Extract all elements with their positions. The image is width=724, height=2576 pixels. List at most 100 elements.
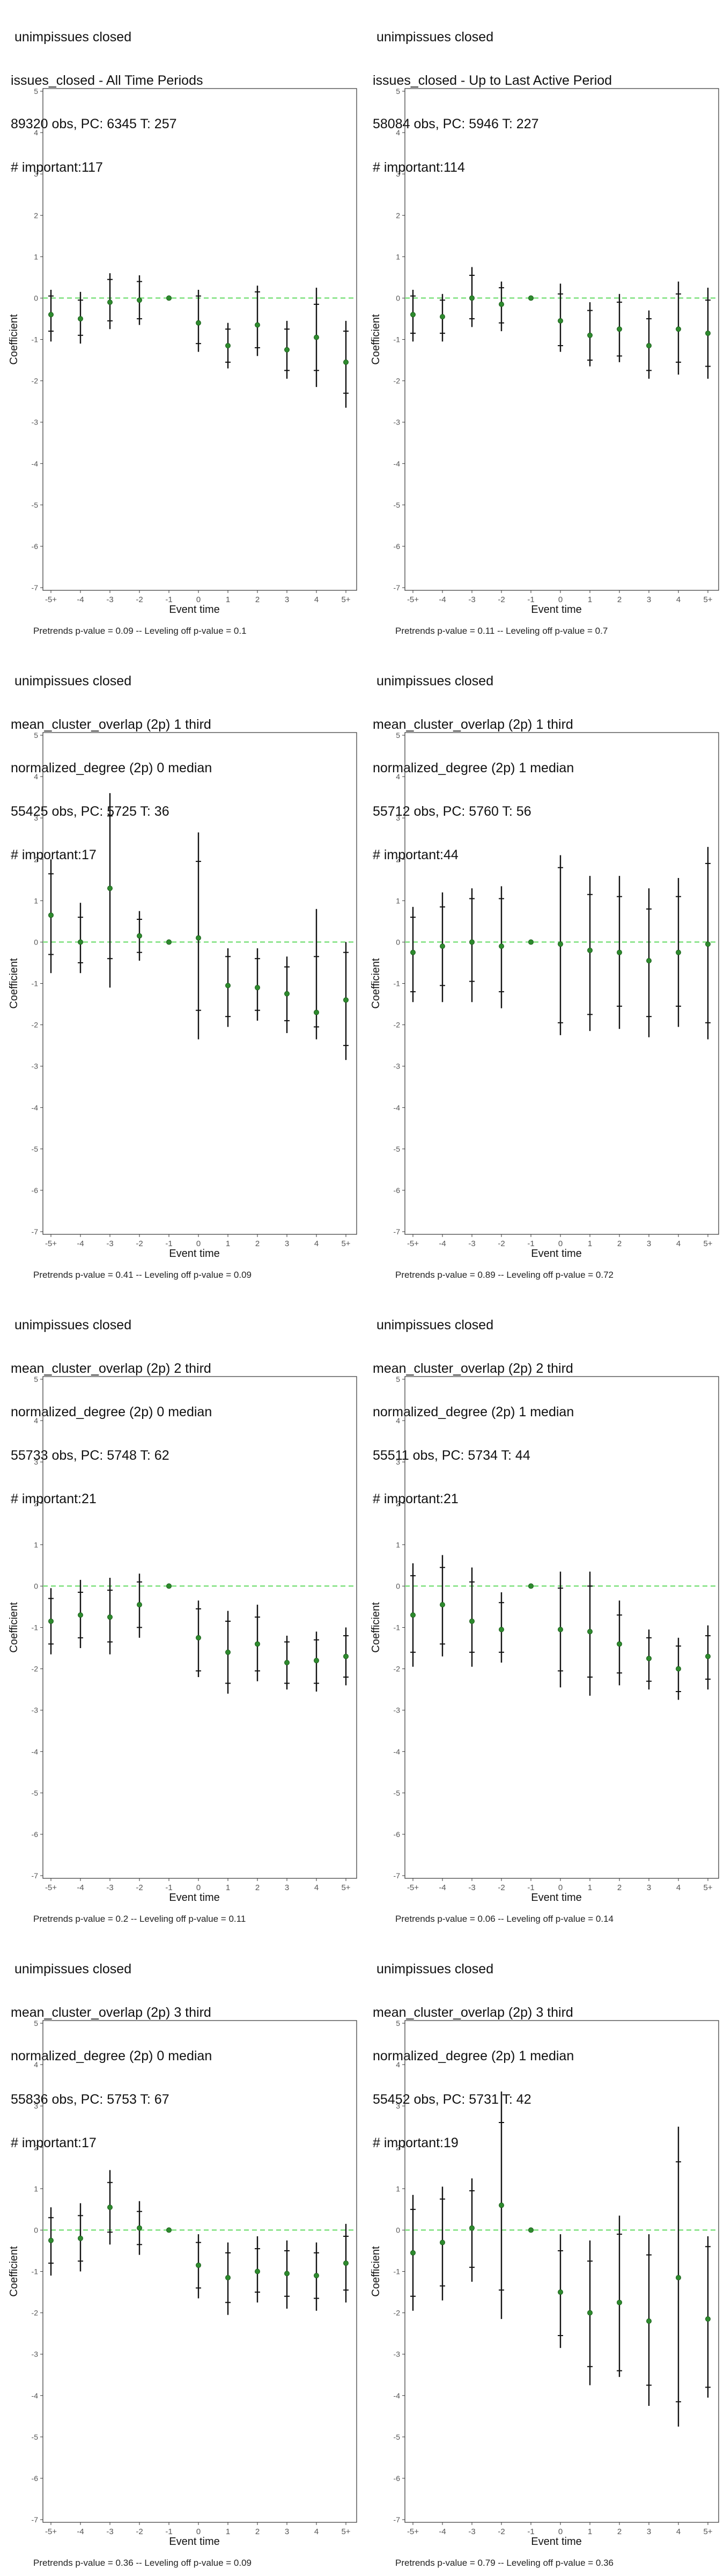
x-tick-label: 2 xyxy=(255,1239,260,1248)
coefficient-point xyxy=(705,941,711,947)
panel-title-line: 55425 obs, PC: 5725 T: 36 xyxy=(11,804,169,819)
x-tick-label: 1 xyxy=(588,2527,592,2536)
coefficient-point xyxy=(284,1660,290,1666)
coefficient-point xyxy=(314,334,319,340)
y-tick-label: -2 xyxy=(394,2309,401,2317)
y-tick-label: 1 xyxy=(34,896,38,905)
y-tick-label: -3 xyxy=(32,1062,39,1071)
x-axis-title: Event time xyxy=(169,1892,219,1904)
y-tick-label: -2 xyxy=(32,2309,39,2317)
coefficient-point xyxy=(676,1666,681,1672)
x-tick-label: 3 xyxy=(285,595,289,604)
coefficient-point xyxy=(705,1653,711,1659)
y-tick-label: -1 xyxy=(32,2267,39,2276)
pvalue-caption: Pretrends p-value = 0.06 -- Leveling off… xyxy=(395,1914,614,1924)
panel-title-line: # important:44 xyxy=(373,847,459,862)
x-tick-label: -5+ xyxy=(407,2527,419,2536)
coefficient-point xyxy=(646,343,652,349)
y-tick-label: 4 xyxy=(396,2060,400,2069)
panel-title-line: normalized_degree (2p) 0 median xyxy=(11,760,212,775)
coefficient-point xyxy=(528,939,534,945)
coefficient-point xyxy=(78,316,83,321)
coefficient-point xyxy=(410,2250,416,2256)
y-tick-label: 2 xyxy=(396,2143,400,2151)
coefficient-point xyxy=(440,1602,445,1608)
panel-title: unimpissues closed mean_cluster_overlap … xyxy=(11,1933,212,2179)
coefficient-point xyxy=(617,949,622,955)
coefficient-point xyxy=(78,1612,83,1618)
coefficient-point xyxy=(225,1649,231,1655)
y-tick-label: -7 xyxy=(394,2515,401,2524)
y-tick-label: -1 xyxy=(32,979,39,988)
coefficient-point xyxy=(440,943,445,949)
x-tick-label: 3 xyxy=(285,1883,289,1892)
y-tick-label: -1 xyxy=(32,1623,39,1632)
y-tick-label: -4 xyxy=(394,1103,401,1112)
panel-title-line: unimpissues closed xyxy=(373,1962,494,1977)
panel-title-line: 58084 obs, PC: 5946 T: 227 xyxy=(373,116,539,131)
y-tick-label: 3 xyxy=(396,814,400,822)
y-tick-label: 1 xyxy=(34,252,38,261)
plot-frame xyxy=(404,2020,719,2523)
coefficient-point xyxy=(314,1658,319,1664)
plot-frame xyxy=(404,88,719,591)
panel-title-line: issues_closed - All Time Periods xyxy=(11,73,203,88)
y-tick-label: -3 xyxy=(394,418,401,427)
y-tick-label: -7 xyxy=(32,1227,39,1236)
coefficient-point xyxy=(196,935,201,941)
y-axis-title: Coefficient xyxy=(8,2246,20,2297)
panel-title-line: # important:17 xyxy=(11,2135,97,2150)
x-tick-label: 4 xyxy=(676,2527,681,2536)
coefficient-point xyxy=(78,939,83,945)
plot-frame xyxy=(42,1376,357,1879)
x-tick-label: 5+ xyxy=(703,1239,712,1248)
y-tick-label: -5 xyxy=(394,501,401,509)
panel-title: unimpissues closed mean_cluster_overlap … xyxy=(11,1289,212,1535)
y-tick-label: -3 xyxy=(32,1706,39,1715)
chart-panel: unimpissues closed mean_cluster_overlap … xyxy=(0,1288,362,1932)
x-tick-label: 1 xyxy=(588,1239,592,1248)
x-tick-label: 1 xyxy=(226,1883,230,1892)
x-tick-label: 4 xyxy=(676,1239,681,1248)
coefficient-point xyxy=(617,1641,622,1647)
coefficient-point xyxy=(587,947,593,953)
x-tick-label: 5+ xyxy=(703,1883,712,1892)
panel-title-line: normalized_degree (2p) 1 median xyxy=(373,760,574,775)
coefficient-point xyxy=(440,314,445,320)
y-tick-label: 0 xyxy=(396,2226,400,2234)
x-tick-label: 4 xyxy=(314,595,319,604)
panel-title: unimpissues closed mean_cluster_overlap … xyxy=(373,1933,574,2179)
x-tick-label: -1 xyxy=(165,2527,172,2536)
y-tick-label: -3 xyxy=(32,418,39,427)
y-tick-label: 2 xyxy=(34,2143,38,2151)
x-tick-label: -4 xyxy=(77,2527,84,2536)
x-tick-label: -1 xyxy=(527,1883,534,1892)
pvalue-caption: Pretrends p-value = 0.09 -- Leveling off… xyxy=(33,626,247,636)
panel-title-line: unimpissues closed xyxy=(373,1318,494,1333)
panel-title-line: normalized_degree (2p) 1 median xyxy=(373,1404,574,1419)
y-tick-label: -5 xyxy=(394,1789,401,1797)
panel-title-line: 89320 obs, PC: 6345 T: 257 xyxy=(11,116,177,131)
y-axis-title: Coefficient xyxy=(370,958,382,1009)
coefficient-point xyxy=(410,949,416,955)
y-tick-label: -6 xyxy=(394,2474,401,2483)
panel-title-line: 55836 obs, PC: 5753 T: 67 xyxy=(11,2092,169,2107)
y-tick-label: -4 xyxy=(32,2391,39,2400)
x-tick-label: 3 xyxy=(285,2527,289,2536)
x-axis-title: Event time xyxy=(169,2536,219,2548)
coefficient-point xyxy=(107,299,113,305)
x-tick-label: -2 xyxy=(498,595,505,604)
y-tick-label: -2 xyxy=(32,1021,39,1029)
y-tick-label: 0 xyxy=(34,1582,38,1590)
x-tick-label: -3 xyxy=(106,2527,113,2536)
y-tick-label: 4 xyxy=(34,2060,38,2069)
y-tick-label: -4 xyxy=(32,1747,39,1756)
pvalue-caption: Pretrends p-value = 0.11 -- Leveling off… xyxy=(395,626,608,636)
y-tick-label: -6 xyxy=(32,1186,39,1195)
y-tick-label: -5 xyxy=(32,501,39,509)
x-tick-label: -5+ xyxy=(45,1883,57,1892)
chart-panel: unimpissues closed issues_closed - All T… xyxy=(0,0,362,644)
y-axis-title: Coefficient xyxy=(8,314,20,365)
coefficient-point xyxy=(166,295,172,301)
y-tick-label: -2 xyxy=(32,1665,39,1673)
